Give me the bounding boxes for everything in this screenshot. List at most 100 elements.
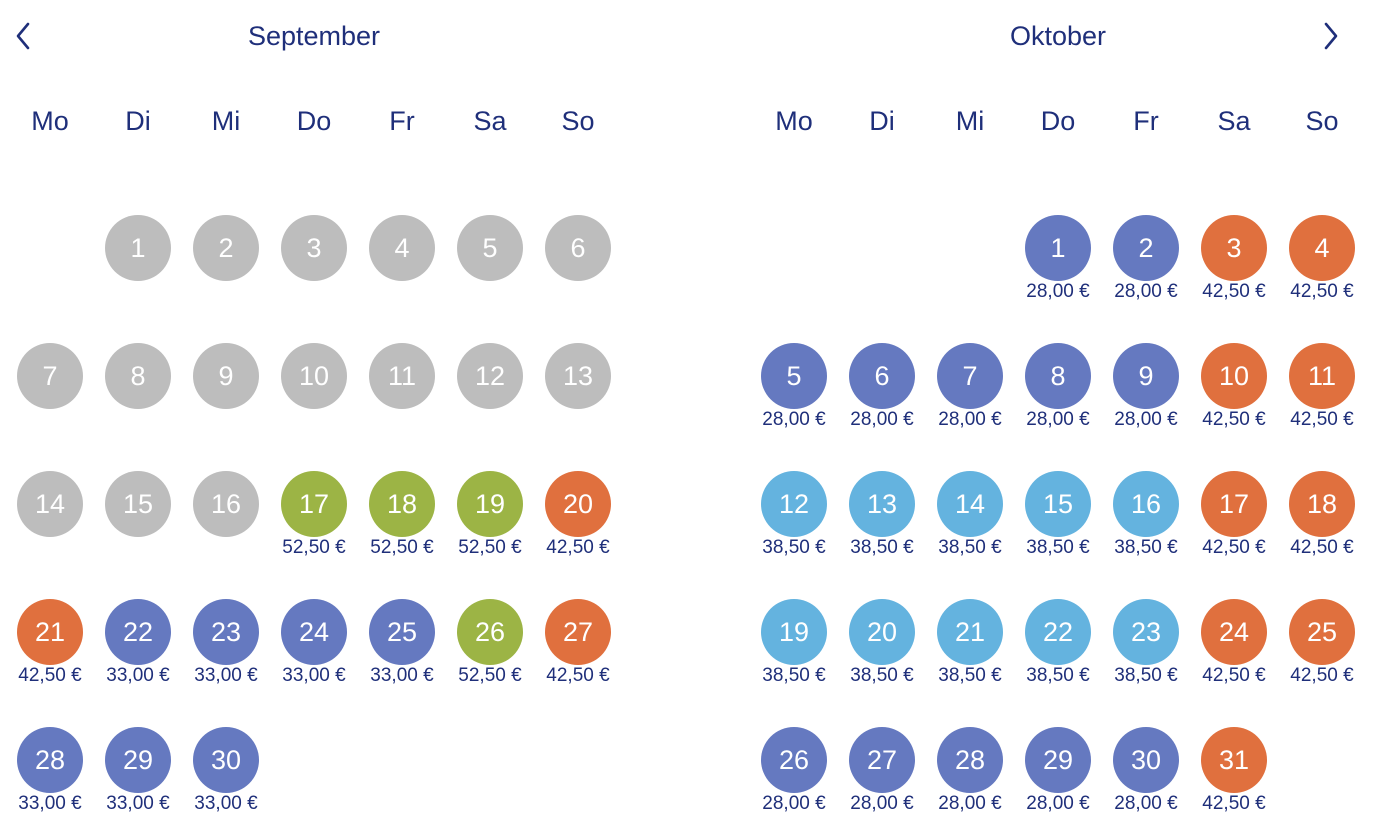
- day-price: 28,00 €: [938, 409, 1002, 430]
- day-cell: 5 28,00 €: [750, 343, 838, 453]
- weekday-label: So: [561, 106, 595, 136]
- day-cell: 31 42,50 €: [1190, 727, 1278, 837]
- day-button[interactable]: 29: [1025, 727, 1091, 793]
- day-price: 42,50 €: [1202, 409, 1266, 430]
- day-price: 42,50 €: [1202, 793, 1266, 814]
- day-price: 42,50 €: [1290, 537, 1354, 558]
- day-price: 28,00 €: [938, 793, 1002, 814]
- day-price: 28,00 €: [1026, 281, 1090, 302]
- day-button[interactable]: 28: [17, 727, 83, 793]
- day-button[interactable]: 17: [281, 471, 347, 537]
- day-button[interactable]: 27: [545, 599, 611, 665]
- day-button[interactable]: 24: [281, 599, 347, 665]
- day-button[interactable]: 31: [1201, 727, 1267, 793]
- day-button[interactable]: 17: [1201, 471, 1267, 537]
- day-cell: 8 28,00 €: [1014, 343, 1102, 453]
- day-button[interactable]: 12: [761, 471, 827, 537]
- day-button: 14: [17, 471, 83, 537]
- day-cell: 29 28,00 €: [1014, 727, 1102, 837]
- day-cell: 2 28,00 €: [1102, 215, 1190, 325]
- day-button[interactable]: 23: [1113, 599, 1179, 665]
- day-button[interactable]: 29: [105, 727, 171, 793]
- day-price: 33,00 €: [106, 793, 170, 814]
- day-price: 42,50 €: [1202, 537, 1266, 558]
- day-price: 33,00 €: [194, 793, 258, 814]
- day-cell: 14 38,50 €: [926, 471, 1014, 581]
- day-price: 52,50 €: [458, 537, 522, 558]
- prev-month-button[interactable]: [3, 16, 43, 56]
- weekday-label: Sa: [473, 106, 507, 136]
- day-cell: 27 28,00 €: [838, 727, 926, 837]
- day-button[interactable]: 5: [761, 343, 827, 409]
- day-button[interactable]: 24: [1201, 599, 1267, 665]
- day-button[interactable]: 23: [193, 599, 259, 665]
- day-button[interactable]: 3: [1201, 215, 1267, 281]
- day-button: 10: [281, 343, 347, 409]
- day-button[interactable]: 20: [849, 599, 915, 665]
- day-button[interactable]: 30: [1113, 727, 1179, 793]
- day-cell: 22 33,00 €: [94, 599, 182, 709]
- day-cell: 18 42,50 €: [1278, 471, 1366, 581]
- day-cell: 23 33,00 €: [182, 599, 270, 709]
- day-button[interactable]: 25: [1289, 599, 1355, 665]
- day-button[interactable]: 6: [849, 343, 915, 409]
- day-price: 28,00 €: [1026, 409, 1090, 430]
- day-cell: 6: [534, 215, 622, 325]
- day-button[interactable]: 10: [1201, 343, 1267, 409]
- day-price: 33,00 €: [282, 665, 346, 686]
- day-button[interactable]: 30: [193, 727, 259, 793]
- day-button[interactable]: 15: [1025, 471, 1091, 537]
- day-button[interactable]: 20: [545, 471, 611, 537]
- day-button[interactable]: 25: [369, 599, 435, 665]
- day-price: 38,50 €: [1114, 537, 1178, 558]
- day-price: 38,50 €: [762, 665, 826, 686]
- day-cell: 15: [94, 471, 182, 581]
- day-cell: 11: [358, 343, 446, 453]
- day-price: 42,50 €: [546, 665, 610, 686]
- day-button[interactable]: 8: [1025, 343, 1091, 409]
- day-button[interactable]: 14: [937, 471, 1003, 537]
- day-button[interactable]: 18: [369, 471, 435, 537]
- day-cell: 4 42,50 €: [1278, 215, 1366, 325]
- next-month-button[interactable]: [1311, 16, 1351, 56]
- day-button[interactable]: 7: [937, 343, 1003, 409]
- day-button[interactable]: 2: [1113, 215, 1179, 281]
- day-button: 2: [193, 215, 259, 281]
- day-button[interactable]: 28: [937, 727, 1003, 793]
- day-button[interactable]: 4: [1289, 215, 1355, 281]
- day-button[interactable]: 19: [761, 599, 827, 665]
- day-cell: 3: [270, 215, 358, 325]
- day-button[interactable]: 16: [1113, 471, 1179, 537]
- day-button: 7: [17, 343, 83, 409]
- day-price: 38,50 €: [1026, 665, 1090, 686]
- day-price: 42,50 €: [1290, 409, 1354, 430]
- chevron-right-icon: [1324, 22, 1338, 50]
- day-button: 12: [457, 343, 523, 409]
- day-cell: 12: [446, 343, 534, 453]
- weekday-label: Fr: [389, 106, 415, 136]
- day-button[interactable]: 26: [761, 727, 827, 793]
- day-price: 33,00 €: [194, 665, 258, 686]
- day-cell: 1 28,00 €: [1014, 215, 1102, 325]
- weekday-label: Sa: [1217, 106, 1251, 136]
- day-button[interactable]: 19: [457, 471, 523, 537]
- day-button[interactable]: 13: [849, 471, 915, 537]
- day-button[interactable]: 21: [937, 599, 1003, 665]
- day-cell: 6 28,00 €: [838, 343, 926, 453]
- day-button[interactable]: 26: [457, 599, 523, 665]
- day-button[interactable]: 1: [1025, 215, 1091, 281]
- day-cell: 9 28,00 €: [1102, 343, 1190, 453]
- day-price: 38,50 €: [762, 537, 826, 558]
- day-price: 28,00 €: [850, 409, 914, 430]
- day-button[interactable]: 22: [1025, 599, 1091, 665]
- weekday-label: Mi: [955, 106, 985, 136]
- day-button[interactable]: 9: [1113, 343, 1179, 409]
- day-button[interactable]: 22: [105, 599, 171, 665]
- day-cell: 10: [270, 343, 358, 453]
- day-button[interactable]: 11: [1289, 343, 1355, 409]
- day-cell: 21 42,50 €: [6, 599, 94, 709]
- day-price: 42,50 €: [18, 665, 82, 686]
- day-button[interactable]: 27: [849, 727, 915, 793]
- day-button[interactable]: 21: [17, 599, 83, 665]
- day-button[interactable]: 18: [1289, 471, 1355, 537]
